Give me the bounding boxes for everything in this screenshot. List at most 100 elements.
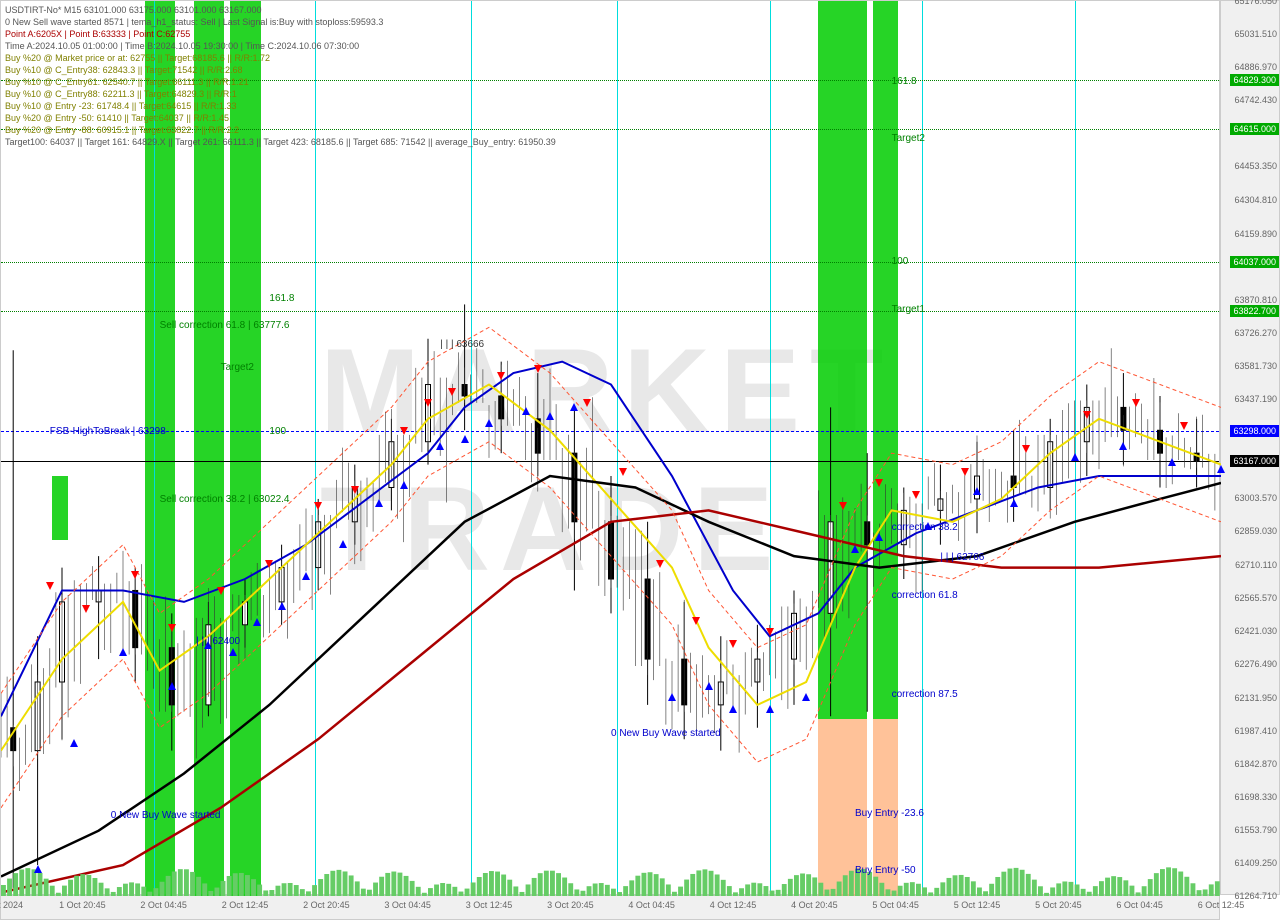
buy-arrow-icon bbox=[400, 481, 408, 489]
x-tick: 4 Oct 12:45 bbox=[710, 900, 757, 910]
buy-arrow-icon bbox=[875, 533, 883, 541]
chart-area[interactable]: USDTIRT-No* M15 63101.000 63175.000 6310… bbox=[0, 0, 1220, 895]
y-tick: 61553.790 bbox=[1234, 825, 1277, 835]
sell-arrow-icon bbox=[351, 486, 359, 494]
y-tick: 62131.950 bbox=[1234, 693, 1277, 703]
sell-arrow-icon bbox=[729, 640, 737, 648]
annotation: Target1 bbox=[892, 304, 925, 315]
y-tick: 61698.330 bbox=[1234, 792, 1277, 802]
sell-arrow-icon bbox=[1132, 399, 1140, 407]
annotation: Sell correction 61.8 | 63777.6 bbox=[160, 320, 290, 331]
y-tick: 63726.270 bbox=[1234, 328, 1277, 338]
annotation: 100 bbox=[892, 256, 909, 267]
buy-arrow-icon bbox=[339, 540, 347, 548]
x-tick: 5 Oct 12:45 bbox=[954, 900, 1001, 910]
annotation: correction 38.2 bbox=[892, 522, 958, 533]
buy-arrow-icon bbox=[1217, 465, 1225, 473]
y-axis: 65176.05065031.51064886.97064829.3006474… bbox=[1220, 0, 1280, 895]
y-tick: 62421.030 bbox=[1234, 626, 1277, 636]
sell-arrow-icon bbox=[656, 560, 664, 568]
sell-arrow-icon bbox=[912, 491, 920, 499]
x-tick: 5 Oct 20:45 bbox=[1035, 900, 1082, 910]
y-tick: 62565.570 bbox=[1234, 593, 1277, 603]
y-tick: 62859.030 bbox=[1234, 526, 1277, 536]
buy-arrow-icon bbox=[1119, 442, 1127, 450]
buy-arrow-icon bbox=[973, 487, 981, 495]
buy-arrow-icon bbox=[1168, 458, 1176, 466]
buy-arrow-icon bbox=[168, 682, 176, 690]
sell-arrow-icon bbox=[583, 399, 591, 407]
annotation: Target2 bbox=[892, 133, 925, 144]
sell-arrow-icon bbox=[82, 605, 90, 613]
y-tick: 64742.430 bbox=[1234, 95, 1277, 105]
sell-arrow-icon bbox=[314, 502, 322, 510]
annotation: | | | 62766 bbox=[940, 552, 984, 563]
price-tag: 64615.000 bbox=[1230, 123, 1279, 135]
annotation: 0 New Buy Wave started bbox=[611, 728, 721, 739]
y-tick: 64886.970 bbox=[1234, 62, 1277, 72]
x-tick: 4 Oct 20:45 bbox=[791, 900, 838, 910]
sell-arrow-icon bbox=[839, 502, 847, 510]
annotation: correction 61.8 bbox=[892, 590, 958, 601]
buy-arrow-icon bbox=[70, 739, 78, 747]
annotation: 100 bbox=[269, 426, 286, 437]
price-tag: 63822.700 bbox=[1230, 305, 1279, 317]
sell-arrow-icon bbox=[46, 582, 54, 590]
sell-arrow-icon bbox=[1083, 411, 1091, 419]
x-tick: 1 Oct 2024 bbox=[0, 900, 23, 910]
x-tick: 6 Oct 12:45 bbox=[1198, 900, 1245, 910]
info-line: Buy %10 @ Entry -23: 61748.4 || Target:6… bbox=[5, 101, 236, 111]
annotation: | | | 63666 bbox=[440, 339, 484, 350]
y-tick: 64304.810 bbox=[1234, 195, 1277, 205]
buy-arrow-icon bbox=[1071, 453, 1079, 461]
sell-arrow-icon bbox=[448, 388, 456, 396]
annotation: Buy Entry -23.6 bbox=[855, 808, 924, 819]
chart-container: MARKET TRADE USDTIRT-No* M15 63101.000 6… bbox=[0, 0, 1280, 920]
buy-arrow-icon bbox=[278, 602, 286, 610]
x-tick: 4 Oct 04:45 bbox=[628, 900, 675, 910]
sell-arrow-icon bbox=[265, 560, 273, 568]
sell-arrow-icon bbox=[1022, 445, 1030, 453]
buy-arrow-icon bbox=[302, 572, 310, 580]
annotation: 0 New Buy Wave started bbox=[111, 810, 221, 821]
sell-arrow-icon bbox=[1180, 422, 1188, 430]
buy-arrow-icon bbox=[802, 693, 810, 701]
y-tick: 61409.250 bbox=[1234, 858, 1277, 868]
sell-arrow-icon bbox=[400, 427, 408, 435]
annotation: Sell correction 38.2 | 63022.4 bbox=[160, 494, 290, 505]
x-tick: 2 Oct 20:45 bbox=[303, 900, 350, 910]
y-tick: 63581.730 bbox=[1234, 361, 1277, 371]
buy-arrow-icon bbox=[375, 499, 383, 507]
y-tick: 62276.490 bbox=[1234, 659, 1277, 669]
x-tick: 6 Oct 04:45 bbox=[1116, 900, 1163, 910]
annotation: | | | 62400 bbox=[196, 636, 240, 647]
sell-arrow-icon bbox=[131, 571, 139, 579]
info-line: 0 New Sell wave started 8571 | tema_h1_s… bbox=[5, 17, 383, 27]
buy-arrow-icon bbox=[668, 693, 676, 701]
annotation: 161.8 bbox=[892, 76, 917, 87]
y-tick: 65176.050 bbox=[1234, 0, 1277, 6]
x-tick: 2 Oct 04:45 bbox=[140, 900, 187, 910]
price-tag: 64829.300 bbox=[1230, 74, 1279, 86]
y-tick: 64453.350 bbox=[1234, 161, 1277, 171]
chart-svg bbox=[1, 1, 1221, 896]
buy-arrow-icon bbox=[253, 618, 261, 626]
info-line: Buy %10 @ C_Entry38: 62843.3 || Target:7… bbox=[5, 65, 242, 75]
x-tick: 3 Oct 20:45 bbox=[547, 900, 594, 910]
price-tag: 63298.000 bbox=[1230, 425, 1279, 437]
buy-arrow-icon bbox=[485, 419, 493, 427]
sell-arrow-icon bbox=[424, 399, 432, 407]
y-tick: 62710.110 bbox=[1235, 560, 1277, 570]
buy-arrow-icon bbox=[729, 705, 737, 713]
x-tick: 2 Oct 12:45 bbox=[222, 900, 269, 910]
x-tick: 5 Oct 04:45 bbox=[872, 900, 919, 910]
buy-arrow-icon bbox=[546, 412, 554, 420]
buy-arrow-icon bbox=[851, 545, 859, 553]
buy-arrow-icon bbox=[766, 705, 774, 713]
sell-arrow-icon bbox=[875, 479, 883, 487]
sell-arrow-icon bbox=[619, 468, 627, 476]
sell-arrow-icon bbox=[766, 628, 774, 636]
sell-arrow-icon bbox=[534, 365, 542, 373]
y-tick: 63437.190 bbox=[1234, 394, 1277, 404]
x-axis: 1 Oct 20241 Oct 20:452 Oct 04:452 Oct 12… bbox=[0, 895, 1220, 920]
